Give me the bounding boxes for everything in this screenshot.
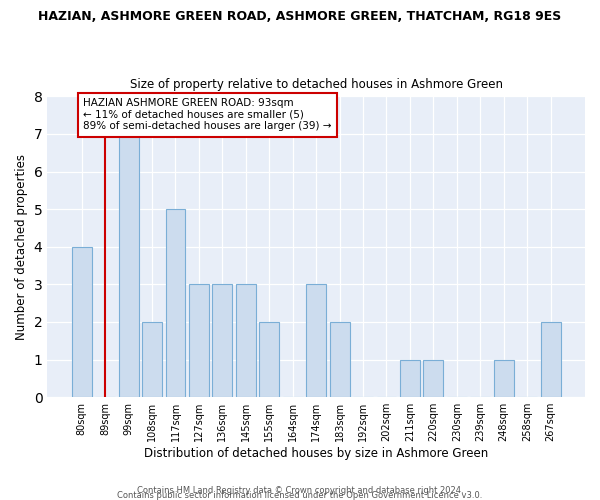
Bar (400, 360, 420, 397)
Bar (189, 284, 209, 397)
Bar (541, 322, 560, 397)
Bar (142, 322, 162, 397)
Bar (212, 284, 232, 397)
Bar (329, 322, 350, 397)
Bar (166, 209, 185, 397)
Text: Contains HM Land Registry data © Crown copyright and database right 2024.: Contains HM Land Registry data © Crown c… (137, 486, 463, 495)
Title: Size of property relative to detached houses in Ashmore Green: Size of property relative to detached ho… (130, 78, 503, 91)
Bar (424, 360, 443, 397)
X-axis label: Distribution of detached houses by size in Ashmore Green: Distribution of detached houses by size … (144, 447, 488, 460)
Y-axis label: Number of detached properties: Number of detached properties (15, 154, 28, 340)
Text: Contains public sector information licensed under the Open Government Licence v3: Contains public sector information licen… (118, 491, 482, 500)
Bar (236, 284, 256, 397)
Bar (494, 360, 514, 397)
Bar (119, 134, 139, 397)
Text: HAZIAN ASHMORE GREEN ROAD: 93sqm
← 11% of detached houses are smaller (5)
89% of: HAZIAN ASHMORE GREEN ROAD: 93sqm ← 11% o… (83, 98, 331, 132)
Bar (306, 284, 326, 397)
Text: HAZIAN, ASHMORE GREEN ROAD, ASHMORE GREEN, THATCHAM, RG18 9ES: HAZIAN, ASHMORE GREEN ROAD, ASHMORE GREE… (38, 10, 562, 23)
Bar (259, 322, 279, 397)
Bar (72, 247, 92, 397)
